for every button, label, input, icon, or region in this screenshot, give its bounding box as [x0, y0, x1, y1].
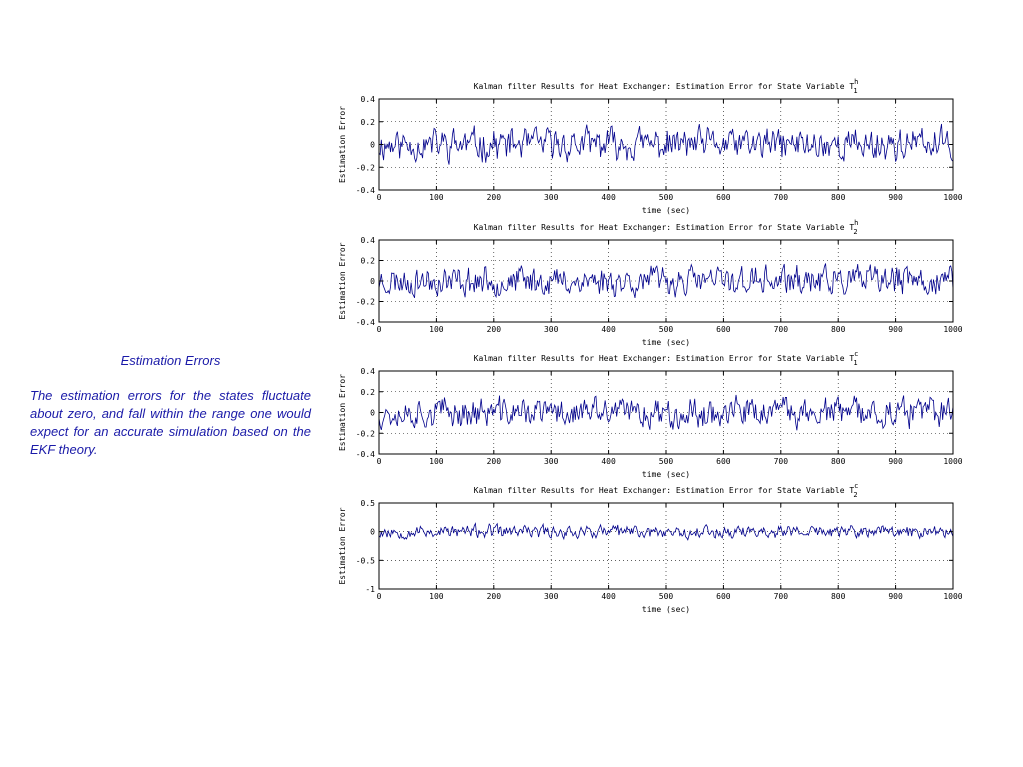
- x-axis-label: time (sec): [642, 206, 690, 215]
- y-tick-label: -0.4: [356, 186, 375, 195]
- x-tick-label: 500: [659, 592, 674, 601]
- x-tick-label: 0: [377, 193, 382, 202]
- y-tick-label: 0.2: [361, 118, 376, 127]
- chart-title-superscript: c: [854, 350, 858, 358]
- chart-title-subscript: 1: [853, 87, 857, 95]
- x-tick-label: 300: [544, 457, 559, 466]
- y-tick-label: -0.4: [356, 450, 375, 459]
- x-tick-label: 400: [601, 592, 616, 601]
- x-tick-label: 300: [544, 592, 559, 601]
- chart-title: Kalman filter Results for Heat Exchanger…: [474, 350, 859, 367]
- x-tick-label: 200: [487, 193, 502, 202]
- x-tick-label: 0: [377, 457, 382, 466]
- chart-title-text: Kalman filter Results for Heat Exchanger…: [474, 354, 855, 363]
- x-tick-label: 500: [659, 193, 674, 202]
- y-axis-label: Estimation Error: [338, 374, 347, 451]
- y-tick-label: -0.2: [356, 163, 375, 172]
- x-tick-label: 800: [831, 457, 846, 466]
- x-tick-label: 800: [831, 193, 846, 202]
- x-tick-label: 1000: [943, 325, 962, 334]
- x-tick-label: 900: [888, 592, 903, 601]
- x-tick-label: 100: [429, 325, 444, 334]
- chart-title-text: Kalman filter Results for Heat Exchanger…: [474, 82, 855, 91]
- x-tick-label: 1000: [943, 592, 962, 601]
- x-tick-label: 600: [716, 592, 731, 601]
- x-tick-label: 600: [716, 193, 731, 202]
- x-tick-label: 100: [429, 592, 444, 601]
- x-tick-label: 900: [888, 325, 903, 334]
- y-tick-label: -0.2: [356, 429, 375, 438]
- y-axis-label: Estimation Error: [338, 507, 347, 584]
- chart-title-subscript: 2: [853, 491, 857, 499]
- chart-title: Kalman filter Results for Heat Exchanger…: [474, 78, 859, 95]
- y-tick-label: 0.4: [361, 236, 376, 245]
- x-tick-label: 700: [774, 457, 789, 466]
- chart-title-text: Kalman filter Results for Heat Exchanger…: [474, 486, 855, 495]
- chart-panel-2: Kalman filter Results for Heat Exchanger…: [338, 219, 963, 347]
- x-tick-label: 800: [831, 325, 846, 334]
- x-tick-label: 600: [716, 457, 731, 466]
- chart-title-subscript: 1: [853, 359, 857, 367]
- x-tick-label: 600: [716, 325, 731, 334]
- y-tick-label: 0.4: [361, 367, 376, 376]
- y-tick-label: -0.4: [356, 318, 375, 327]
- y-tick-label: -0.5: [356, 556, 375, 565]
- side-title: Estimation Errors: [120, 353, 221, 368]
- y-tick-label: 0: [370, 409, 375, 418]
- x-tick-label: 1000: [943, 193, 962, 202]
- x-tick-label: 200: [487, 592, 502, 601]
- chart-panel-3: Kalman filter Results for Heat Exchanger…: [338, 350, 963, 479]
- series-line-1: [378, 394, 954, 431]
- y-tick-label: -1: [365, 585, 375, 594]
- side-description: The estimation errors for the states flu…: [30, 388, 311, 457]
- x-tick-label: 500: [659, 457, 674, 466]
- x-tick-label: 700: [774, 193, 789, 202]
- y-tick-label: 0.2: [361, 388, 376, 397]
- x-tick-label: 400: [601, 325, 616, 334]
- x-tick-label: 800: [831, 592, 846, 601]
- x-axis-label: time (sec): [642, 338, 690, 347]
- y-tick-label: 0: [370, 277, 375, 286]
- x-tick-label: 200: [487, 457, 502, 466]
- chart-panel-4: Kalman filter Results for Heat Exchanger…: [338, 482, 963, 614]
- x-tick-label: 100: [429, 457, 444, 466]
- x-axis-label: time (sec): [642, 605, 690, 614]
- y-tick-label: 0.2: [361, 257, 376, 266]
- x-axis-label: time (sec): [642, 470, 690, 479]
- y-tick-label: 0: [370, 528, 375, 537]
- x-tick-label: 900: [888, 193, 903, 202]
- chart-title-superscript: c: [854, 482, 858, 490]
- x-tick-label: 400: [601, 193, 616, 202]
- x-tick-label: 100: [429, 193, 444, 202]
- series-line-1: [378, 522, 954, 541]
- chart-title-subscript: 2: [853, 228, 857, 236]
- y-tick-label: 0.4: [361, 95, 376, 104]
- chart-title: Kalman filter Results for Heat Exchanger…: [474, 482, 859, 499]
- x-tick-label: 200: [487, 325, 502, 334]
- chart-title: Kalman filter Results for Heat Exchanger…: [474, 219, 859, 236]
- series-line-1: [378, 263, 954, 299]
- series-line-1: [378, 123, 954, 165]
- x-tick-label: 0: [377, 592, 382, 601]
- chart-title-text: Kalman filter Results for Heat Exchanger…: [474, 223, 855, 232]
- x-tick-label: 900: [888, 457, 903, 466]
- y-tick-label: -0.2: [356, 298, 375, 307]
- x-tick-label: 700: [774, 325, 789, 334]
- chart-title-superscript: h: [854, 78, 858, 86]
- chart-panel-1: Kalman filter Results for Heat Exchanger…: [338, 78, 963, 215]
- x-tick-label: 500: [659, 325, 674, 334]
- chart-title-superscript: h: [854, 219, 858, 227]
- x-tick-label: 300: [544, 325, 559, 334]
- y-axis-label: Estimation Error: [338, 106, 347, 183]
- x-tick-label: 1000: [943, 457, 962, 466]
- y-axis-label: Estimation Error: [338, 242, 347, 319]
- x-tick-label: 0: [377, 325, 382, 334]
- y-tick-label: 0: [370, 141, 375, 150]
- x-tick-label: 300: [544, 193, 559, 202]
- x-tick-label: 700: [774, 592, 789, 601]
- x-tick-label: 400: [601, 457, 616, 466]
- y-tick-label: 0.5: [361, 499, 376, 508]
